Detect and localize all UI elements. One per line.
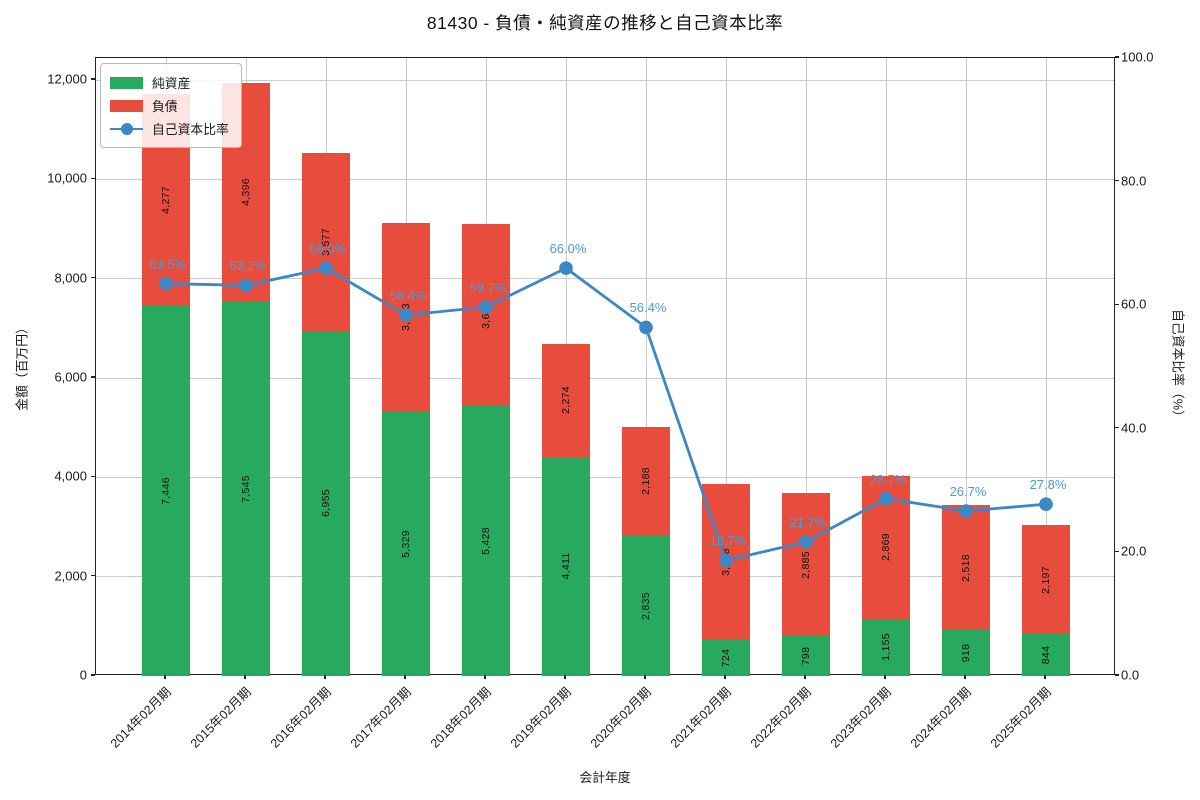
bar-value-label-net-assets: 1,155 <box>880 633 892 662</box>
legend-swatch-icon <box>110 99 143 112</box>
y-tick-mark-left <box>91 376 95 378</box>
legend-item: 負債 <box>110 94 229 117</box>
y-tick-label-left: 12,000 <box>47 71 87 87</box>
bar-value-label-liabilities: 2,885 <box>800 550 812 579</box>
y-tick-label-right: 80.0 <box>1121 173 1147 189</box>
bar-segment-net-assets <box>862 618 910 676</box>
equity-ratio-label: 27.8% <box>1029 477 1067 493</box>
bar-value-label-liabilities: 4,277 <box>160 186 172 214</box>
y-tick-label-right: 100.0 <box>1121 49 1154 65</box>
y-tick-mark-left <box>91 277 95 279</box>
bar-value-label-liabilities: 2,274 <box>560 386 572 415</box>
bar-value-label-liabilities: 2,869 <box>880 533 892 562</box>
bar-value-label-net-assets: 798 <box>800 646 812 666</box>
equity-ratio-label: 58.4% <box>389 288 427 304</box>
x-tick-mark <box>244 675 246 679</box>
bar-value-label-liabilities: 3,793 <box>400 303 412 332</box>
bar-segment-net-assets <box>782 636 830 676</box>
y-tick-mark-left <box>91 78 95 80</box>
equity-ratio-label: 66.0% <box>549 241 587 257</box>
y-tick-mark-left <box>91 674 95 676</box>
x-tick-mark <box>164 675 166 679</box>
bar-segment-net-assets <box>942 630 990 676</box>
x-tick-mark <box>804 675 806 679</box>
y-tick-label-right: 40.0 <box>1121 420 1147 436</box>
y-tick-label-left: 10,000 <box>47 170 87 186</box>
bar-value-label-liabilities: 3,148 <box>720 547 732 576</box>
y-tick-mark-right <box>1115 427 1119 429</box>
x-axis-title: 会計年度 <box>579 770 631 785</box>
h-gridline <box>96 178 1114 180</box>
x-tick-mark <box>964 675 966 679</box>
y-tick-label-left: 6,000 <box>54 369 87 385</box>
y-tick-label-left: 4,000 <box>54 468 87 484</box>
equity-ratio-label: 21.7% <box>789 514 827 530</box>
equity-ratio-label: 63.5% <box>149 256 187 272</box>
legend: 純資産負債自己資本比率 <box>100 63 242 148</box>
y-tick-mark-right <box>1115 674 1119 676</box>
equity-ratio-line <box>165 266 1047 563</box>
bar-segment-net-assets <box>702 640 750 676</box>
x-tick-mark <box>484 675 486 679</box>
legend-item: 純資産 <box>110 71 229 94</box>
bar-value-label-liabilities: 2,518 <box>960 553 972 582</box>
y-tick-mark-left <box>91 575 95 577</box>
y-tick-label-left: 2,000 <box>54 568 87 584</box>
equity-ratio-label: 66.0% <box>309 241 347 257</box>
legend-line-marker-icon <box>110 122 143 136</box>
y-tick-mark-left <box>91 177 95 180</box>
equity-ratio-label: 59.7% <box>469 280 507 296</box>
y-tick-label-right: 0.0 <box>1121 667 1140 683</box>
x-tick-mark <box>644 675 646 679</box>
equity-ratio-label: 28.7% <box>869 471 907 487</box>
x-tick-mark <box>884 675 886 679</box>
legend-label: 純資産 <box>152 76 191 91</box>
y-tick-mark-right <box>1115 303 1119 305</box>
x-tick-mark <box>324 675 326 679</box>
bar-value-label-liabilities: 2,197 <box>1040 565 1052 594</box>
right-axis-title: 自己資本比率（%） <box>1170 309 1186 423</box>
y-tick-mark-left <box>91 475 95 478</box>
x-tick-mark <box>564 675 566 679</box>
bar-value-label-liabilities: 2,188 <box>640 466 652 495</box>
bar-value-label-net-assets: 4,411 <box>560 552 572 580</box>
equity-ratio-label: 18.7% <box>709 533 747 549</box>
y-tick-label-right: 20.0 <box>1121 543 1147 559</box>
equity-ratio-label: 56.4% <box>629 300 667 316</box>
x-tick-mark <box>1044 675 1046 679</box>
x-tick-mark <box>404 675 406 679</box>
bar-value-label-net-assets: 724 <box>720 648 732 668</box>
x-tick-mark <box>724 675 726 679</box>
bar-value-label-net-assets: 844 <box>1040 645 1052 665</box>
equity-ratio-label: 26.7% <box>949 483 987 499</box>
bar-value-label-net-assets: 6,955 <box>320 489 332 518</box>
equity-ratio-label: 63.2% <box>229 258 267 274</box>
y-tick-label-right: 60.0 <box>1121 296 1147 312</box>
legend-label: 自己資本比率 <box>152 122 229 137</box>
bar-value-label-liabilities: 3,664 <box>480 301 492 330</box>
h-gridline <box>96 576 1114 578</box>
bar-value-label-net-assets: 918 <box>960 643 972 663</box>
legend-item: 自己資本比率 <box>110 117 229 140</box>
bar-segment-net-assets <box>1022 634 1070 676</box>
h-gridline <box>96 79 1114 81</box>
bar-value-label-net-assets: 7,446 <box>160 477 172 505</box>
y-tick-mark-right <box>1115 550 1119 553</box>
bar-value-label-liabilities: 4,396 <box>240 178 252 206</box>
bar-value-label-net-assets: 5,428 <box>480 527 492 556</box>
y-tick-mark-right <box>1115 56 1119 58</box>
y-tick-mark-right <box>1115 180 1119 182</box>
bar-value-label-net-assets: 5,329 <box>400 529 412 558</box>
legend-swatch-icon <box>110 76 143 89</box>
left-axis-title: 金額（百万円） <box>14 321 30 411</box>
legend-label: 負債 <box>152 99 178 114</box>
plot-area: 7,446 4,277 7,545 4,396 6,955 3,577 5,329 3,793… <box>95 57 1115 676</box>
bar-value-label-net-assets: 2,835 <box>640 591 652 620</box>
y-tick-label-left: 0 <box>79 667 87 683</box>
y-tick-label-left: 8,000 <box>54 270 87 286</box>
bar-value-label-net-assets: 7,545 <box>240 474 252 503</box>
chart-title: 81430 - 負債・純資産の推移と自己資本比率 <box>426 13 784 33</box>
